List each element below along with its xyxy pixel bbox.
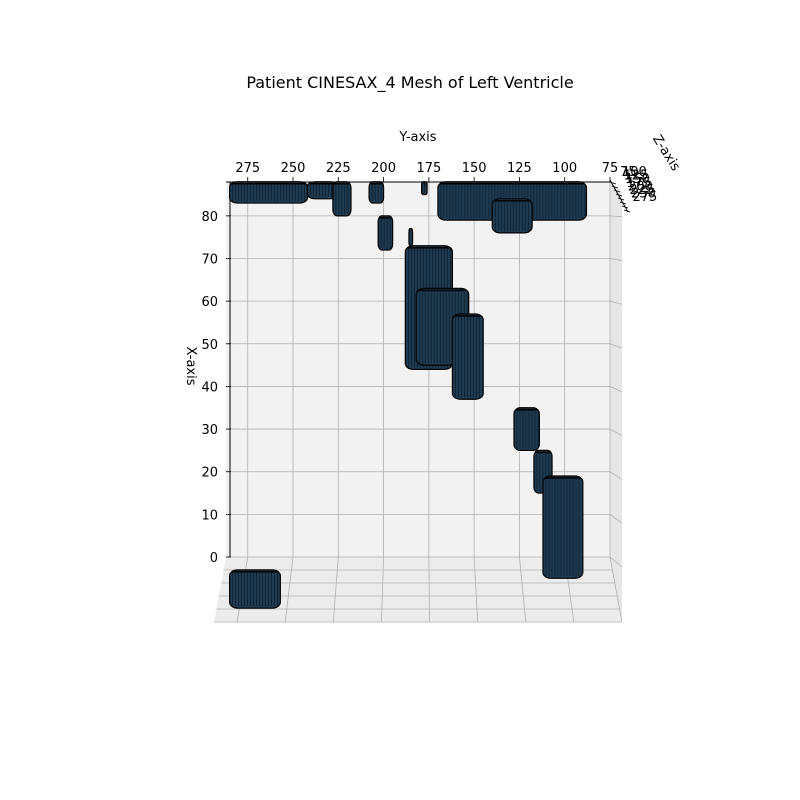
- floor-pane: [214, 557, 622, 622]
- tick-labels: 275 250 225 200 175 150 125 100 7501020304050607…: [201, 161, 657, 566]
- z-tick-mark: [617, 197, 625, 201]
- side-grid-line: [609, 300, 623, 305]
- z-tick-label: 150: [625, 172, 650, 187]
- side-grid-line: [609, 386, 623, 393]
- z-tick-mark: [623, 209, 631, 213]
- x-tick-label: 50: [201, 338, 218, 353]
- mesh-surface: [368, 181, 385, 204]
- floor-grid-line: [284, 556, 294, 623]
- x-tick-label: 20: [201, 466, 218, 481]
- x-tick-label: 80: [201, 210, 218, 225]
- y-tick-label: 175: [416, 161, 441, 176]
- y-tick-label: 200: [371, 161, 396, 176]
- side-grid-line: [609, 258, 623, 261]
- floor-grid-line: [609, 556, 623, 623]
- z-tick-mark: [609, 181, 617, 185]
- floor-grid-line: [381, 556, 384, 623]
- x-tick-label: 0: [210, 551, 218, 566]
- z-tick-label: 125: [624, 169, 649, 184]
- x-tick-label: 10: [201, 508, 218, 523]
- side-grid-line: [609, 514, 623, 524]
- z-tick-mark: [613, 189, 621, 193]
- mesh-surface: [408, 228, 414, 247]
- z-tick-label: 275: [633, 190, 658, 205]
- side-grid-line: [609, 471, 623, 480]
- side-grid-line: [609, 343, 623, 349]
- z-tick-mark: [621, 205, 629, 209]
- y-tick-label: 275: [235, 161, 260, 176]
- y-tick-label: 75: [602, 161, 619, 176]
- y-tick-label: 100: [552, 161, 577, 176]
- z-axis-label: Z-axis: [649, 132, 683, 174]
- mesh-body: [229, 569, 281, 609]
- y-tick-label: 125: [507, 161, 532, 176]
- mesh-surface: [229, 569, 281, 609]
- mesh-surface: [451, 313, 484, 400]
- y-axis-label: Y-axis: [398, 130, 436, 145]
- mesh-body: [377, 215, 394, 251]
- floor-grid-line: [473, 556, 479, 623]
- x-tick-label: 40: [201, 380, 218, 395]
- side-pane: [610, 182, 622, 622]
- x-tick-label: 30: [201, 423, 218, 438]
- y-tick-label: 250: [281, 161, 306, 176]
- z-tick-mark: [615, 193, 623, 197]
- side-grid-line: [609, 556, 623, 568]
- y-tick-label: 150: [462, 161, 487, 176]
- x-tick-label: 70: [201, 252, 218, 267]
- mesh-surface: [542, 475, 584, 579]
- y-tick-label: 225: [326, 161, 351, 176]
- mesh-body: [513, 407, 540, 451]
- z-tick-label: 100: [622, 165, 647, 180]
- mesh-body: [451, 313, 484, 400]
- chart-title: Patient CINESAX_4 Mesh of Left Ventricle: [246, 73, 573, 93]
- x-axis-label: X-axis: [183, 347, 198, 386]
- floor-grid-line: [519, 556, 527, 623]
- mesh-surface: [377, 215, 394, 251]
- z-tick-label: 75: [620, 165, 637, 180]
- side-grid-line: [609, 428, 623, 436]
- z-tick-label: 175: [627, 176, 652, 191]
- mesh-surface: [421, 181, 428, 196]
- mesh-surface: [229, 181, 309, 204]
- z-tick-mark: [611, 185, 619, 189]
- floor-grid-line: [428, 556, 430, 623]
- z-tick-mark: [619, 201, 627, 205]
- mesh-surface: [491, 198, 533, 234]
- floor-grid-line: [332, 556, 339, 623]
- ventricle-mesh: [229, 181, 588, 609]
- z-tick-label: 200: [628, 179, 653, 194]
- mesh-body: [368, 181, 385, 204]
- mesh-surface: [513, 407, 540, 451]
- z-tick-label: 250: [631, 187, 656, 202]
- mesh-surface: [332, 181, 352, 217]
- side-grid-line: [609, 215, 623, 218]
- z-tick-label: 225: [630, 183, 655, 198]
- x-tick-label: 60: [201, 295, 218, 310]
